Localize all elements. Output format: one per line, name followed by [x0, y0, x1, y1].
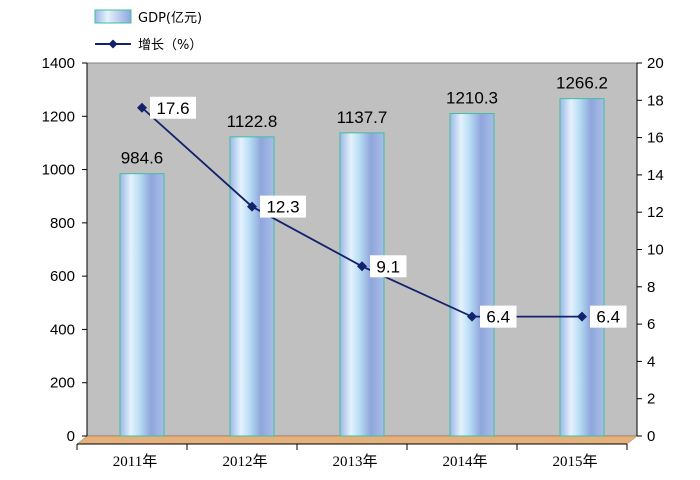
growth-value-label: 12.3: [266, 198, 299, 217]
y-tick-label-right: 6: [647, 316, 655, 333]
bar: [449, 113, 495, 437]
bar-value-label: 984.6: [121, 149, 164, 168]
y-tick-label-left: 200: [50, 375, 75, 392]
growth-value-label: 17.6: [156, 99, 189, 118]
y-tick-label-left: 1000: [42, 162, 75, 179]
growth-point: [467, 311, 477, 322]
x-tick-label: 2011年: [113, 453, 157, 470]
growth-label-box: [150, 96, 196, 119]
x-axis: 2011年 2012年 2013年 2014年 2015年: [76, 443, 628, 470]
growth-label-box: [590, 305, 627, 328]
bar: [559, 98, 605, 437]
growth-value-label: 6.4: [596, 308, 620, 327]
growth-point: [577, 311, 587, 322]
y-axis-right: 0 2 4 6 8 10 12 14 16 18 20: [636, 55, 664, 445]
y-tick-label-right: 4: [647, 353, 655, 370]
bar: [229, 136, 275, 437]
y-tick-label-left: 600: [50, 268, 75, 285]
legend: GDP(亿元) 增长（%）: [94, 9, 202, 53]
growth-value-label: 9.1: [376, 257, 400, 276]
y-tick-label-right: 2: [647, 391, 655, 408]
y-tick-label-right: 10: [647, 242, 664, 259]
y-tick-label-right: 14: [647, 167, 664, 184]
y-tick-label-right: 18: [647, 92, 664, 109]
growth-value-label: 6.4: [486, 308, 510, 327]
x-tick-label: 2013年: [332, 453, 377, 470]
y-tick-label-right: 8: [647, 279, 655, 296]
y-tick-label-left: 400: [50, 321, 75, 338]
bar-series: [119, 98, 605, 437]
x-tick-label: 2014年: [442, 453, 487, 470]
y-tick-label-right: 16: [647, 130, 664, 147]
y-tick-label-right: 12: [647, 204, 664, 221]
growth-label-box: [480, 305, 517, 328]
legend-label-growth: 增长（%）: [138, 38, 202, 53]
data-labels: 984.6 1122.8 1137.7 1210.3 1266.2 17.6 12.3 9.1…: [121, 74, 627, 328]
y-tick-label-right: 20: [647, 55, 664, 72]
legend-line-marker: [108, 39, 118, 49]
y-tick-label-left: 1200: [42, 108, 75, 125]
y-tick-label-left: 800: [50, 215, 75, 232]
plot-floor: [76, 435, 638, 445]
bar: [339, 132, 385, 437]
legend-label-gdp: GDP(亿元): [138, 11, 202, 26]
bar-value-label: 1137.7: [337, 108, 388, 127]
growth-label-box: [370, 255, 407, 278]
growth-label-box: [260, 195, 306, 218]
bar-value-label: 1122.8: [227, 112, 278, 131]
x-tick-label: 2012年: [222, 453, 267, 470]
bar: [119, 173, 165, 437]
y-tick-label-left: 1400: [42, 55, 75, 72]
x-tick-label: 2015年: [552, 453, 597, 470]
growth-point: [357, 261, 367, 272]
growth-point: [137, 102, 147, 113]
y-tick-label-right: 0: [647, 428, 655, 445]
bar-value-label: 1266.2: [556, 74, 608, 93]
growth-point: [247, 201, 257, 212]
legend-bar-swatch: [94, 9, 132, 24]
bar-value-label: 1210.3: [446, 89, 498, 108]
y-axis-left: 0 200 400 600 800 1000 1200 1400: [42, 55, 88, 445]
y-tick-label-left: 0: [67, 428, 75, 445]
